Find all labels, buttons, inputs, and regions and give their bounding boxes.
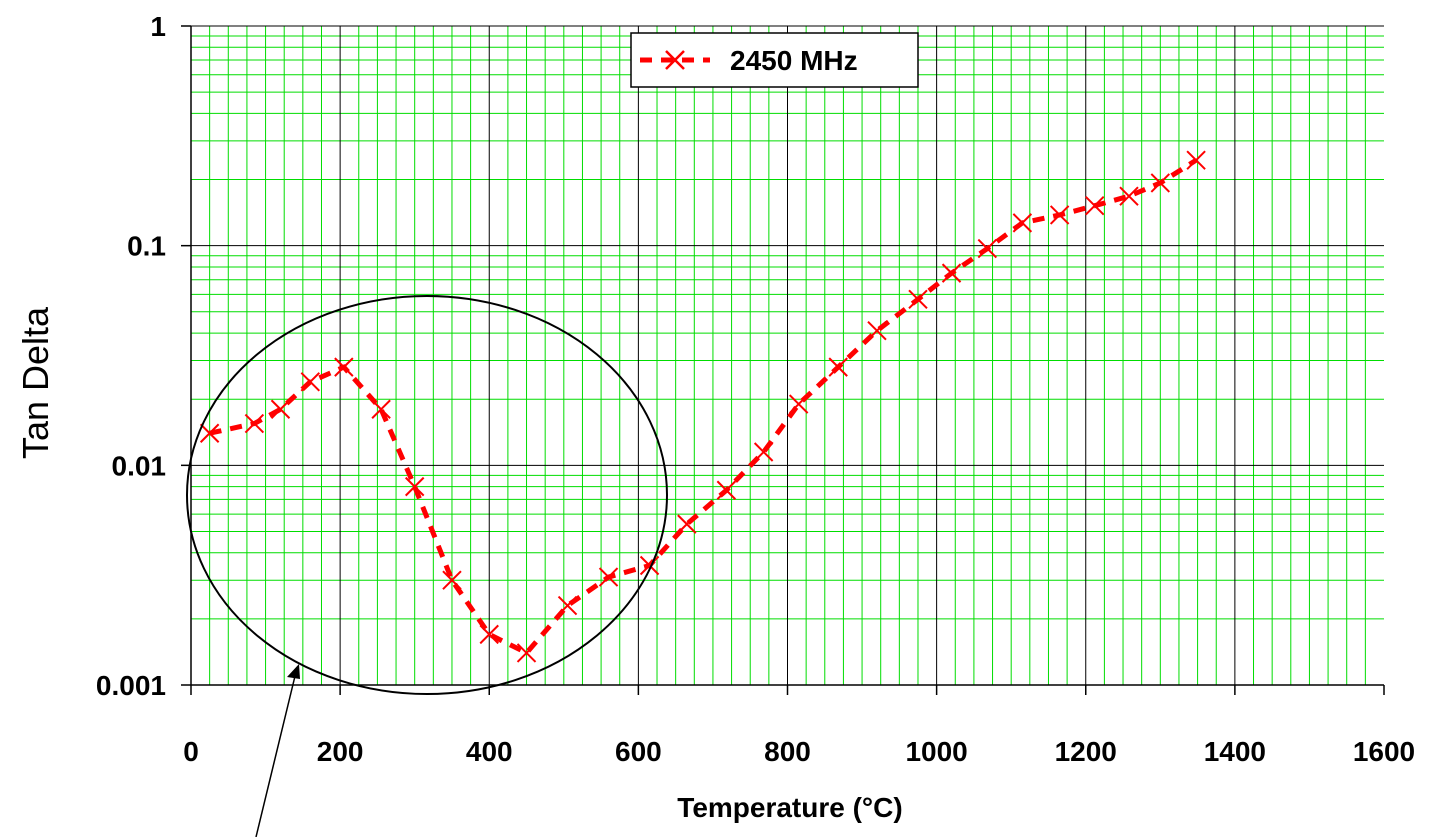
data-point-marker — [442, 570, 462, 590]
annotation — [186, 295, 668, 837]
x-tick-label: 1400 — [1204, 736, 1266, 767]
x-tick-label: 200 — [317, 736, 364, 767]
legend-label: 2450 MHz — [730, 45, 858, 76]
major-gridlines — [191, 25, 1384, 685]
data-point-marker — [753, 442, 774, 462]
data-point-marker — [557, 595, 578, 616]
data-point-marker — [1119, 186, 1139, 206]
data-point-marker — [404, 476, 425, 497]
x-tick-label: 1600 — [1353, 736, 1415, 767]
legend: 2450 MHz — [630, 32, 919, 88]
x-tick-label: 600 — [615, 736, 662, 767]
data-point-marker — [716, 480, 737, 500]
x-tick-labels: 0 200 400 600 800 1000 1200 1400 1600 — [183, 736, 1415, 767]
x-tick-label: 0 — [183, 736, 199, 767]
legend-box — [630, 32, 919, 88]
data-point-marker — [639, 555, 660, 576]
annotation-ellipse — [186, 295, 668, 695]
data-point-marker — [244, 413, 265, 434]
x-tick-label: 1000 — [905, 736, 967, 767]
y-tick-label: 0.001 — [96, 670, 166, 701]
data-point-marker — [867, 321, 887, 341]
data-point-marker — [977, 238, 998, 259]
x-tick-label: 400 — [466, 736, 513, 767]
data-point-marker — [828, 357, 848, 377]
data-point-marker — [1012, 213, 1033, 233]
data-point-marker — [334, 357, 354, 377]
x-tick-label: 1200 — [1055, 736, 1117, 767]
data-point-marker — [371, 399, 391, 419]
data-point-marker — [516, 643, 537, 663]
legend-x-marker — [665, 50, 685, 70]
y-axis-label: Tan Delta — [15, 306, 56, 459]
data-point-marker — [788, 394, 809, 414]
data-point-marker — [908, 289, 928, 310]
data-point-marker — [598, 567, 619, 587]
data-point-marker — [677, 514, 697, 534]
series-line-path — [209, 158, 1198, 657]
x-tick-label: 800 — [764, 736, 811, 767]
series-line — [209, 158, 1198, 657]
y-tick-label: 0.1 — [127, 231, 166, 262]
data-point-marker — [1186, 150, 1206, 170]
axes — [181, 25, 1385, 695]
y-tick-label: 1 — [150, 11, 166, 42]
x-axis-label: Temperature (°C) — [677, 792, 902, 823]
y-tick-label: 0.01 — [112, 450, 167, 481]
y-tick-labels: 0.001 0.01 0.1 1 — [96, 11, 166, 701]
data-point-marker — [1150, 173, 1171, 193]
annotation-arrowhead — [287, 664, 300, 679]
data-point-marker — [479, 624, 499, 645]
data-point-marker — [941, 263, 962, 283]
series-markers — [199, 150, 1206, 663]
data-point-marker — [1084, 196, 1105, 216]
data-point-marker — [300, 372, 321, 392]
data-point-marker — [199, 423, 220, 443]
data-point-marker — [270, 399, 291, 419]
data-point-marker — [1049, 205, 1070, 225]
annotation-arrow-shaft — [255, 671, 297, 837]
